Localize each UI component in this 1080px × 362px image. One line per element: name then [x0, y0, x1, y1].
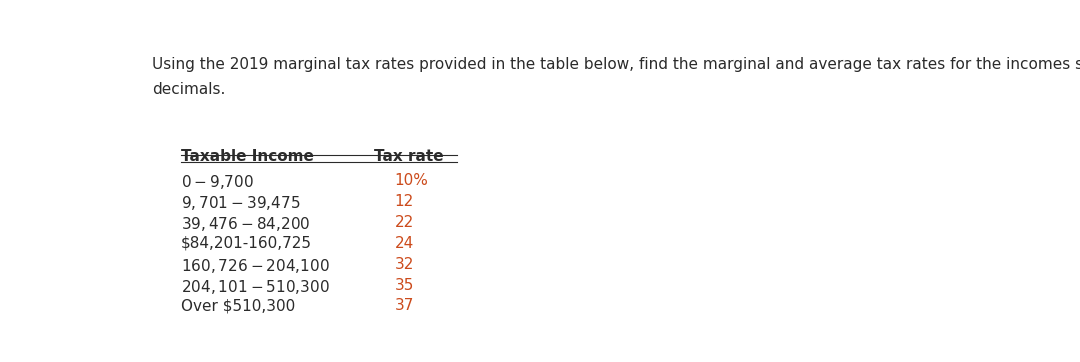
Text: $39,476-$84,200: $39,476-$84,200 — [181, 215, 310, 233]
Text: Tax rate: Tax rate — [374, 150, 443, 164]
Text: $84,201-160,725: $84,201-160,725 — [181, 236, 312, 251]
Text: 32: 32 — [394, 257, 414, 272]
Text: 12: 12 — [394, 194, 414, 209]
Text: 24: 24 — [394, 236, 414, 251]
Text: Taxable Income: Taxable Income — [181, 150, 314, 164]
Text: 22: 22 — [394, 215, 414, 230]
Text: $204,101-$510,300: $204,101-$510,300 — [181, 278, 329, 296]
Text: 37: 37 — [394, 299, 414, 313]
Text: $0-$9,700: $0-$9,700 — [181, 173, 254, 191]
Text: decimals.: decimals. — [151, 83, 225, 97]
Text: $9,701-$39,475: $9,701-$39,475 — [181, 194, 300, 212]
Text: Over $510,300: Over $510,300 — [181, 299, 295, 313]
Text: 35: 35 — [394, 278, 414, 292]
Text: $160,726-$204,100: $160,726-$204,100 — [181, 257, 329, 275]
Text: 10%: 10% — [394, 173, 429, 188]
Text: Using the 2019 marginal tax rates provided in the table below, find the marginal: Using the 2019 marginal tax rates provid… — [151, 58, 1080, 72]
